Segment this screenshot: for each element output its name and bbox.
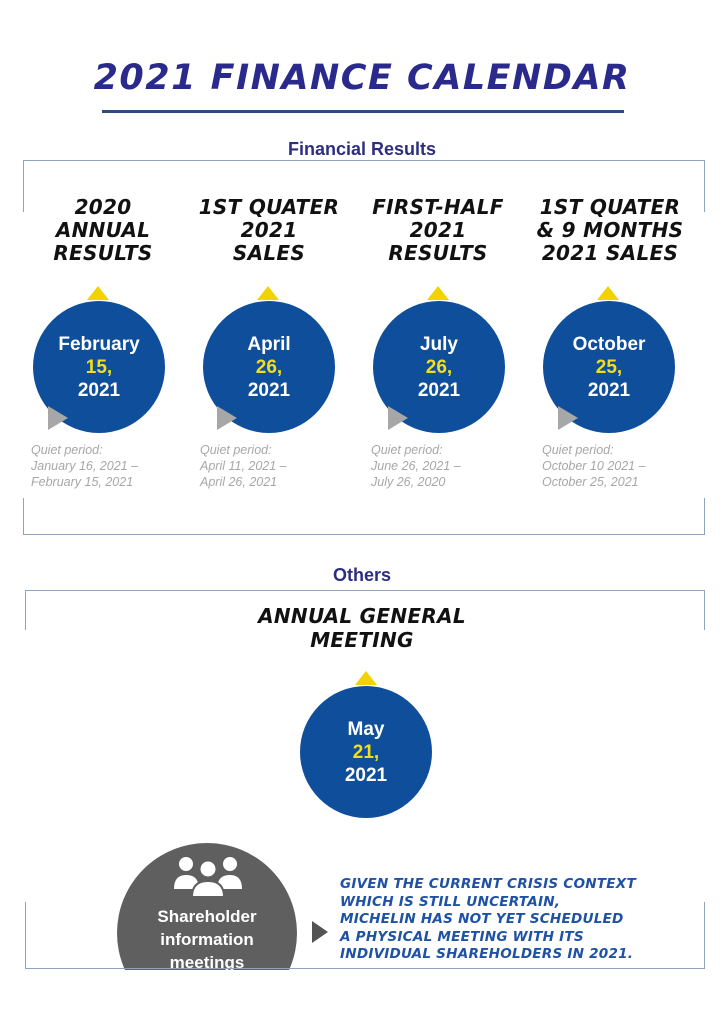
marker-triangle-icon bbox=[257, 286, 279, 300]
people-group-icon bbox=[174, 857, 242, 897]
quiet-period: Quiet period: April 11, 2021 – April 26,… bbox=[200, 443, 287, 489]
bottom-mask bbox=[0, 970, 724, 1024]
date-month: April bbox=[247, 333, 291, 355]
date-year: 2021 bbox=[587, 379, 631, 401]
date-day: 26, bbox=[425, 356, 453, 378]
pointer-triangle-icon bbox=[217, 406, 237, 430]
date-month: July bbox=[419, 333, 459, 355]
crisis-context-note: GIVEN THE CURRENT CRISIS CONTEXT WHICH I… bbox=[340, 876, 636, 962]
pointer-triangle-icon bbox=[388, 406, 408, 430]
date-year: 2021 bbox=[77, 379, 121, 401]
title-underline bbox=[102, 110, 624, 113]
agm-title: ANNUAL GENERAL MEETING bbox=[258, 604, 466, 652]
section-label-others: Others bbox=[332, 565, 392, 585]
event-title: 1ST QUATER 2021 SALES bbox=[198, 195, 340, 265]
page-title: 2021 FINANCE CALENDAR bbox=[93, 58, 631, 98]
date-day: 25, bbox=[595, 356, 623, 378]
quiet-period: Quiet period: October 10 2021 – October … bbox=[542, 443, 646, 489]
event-title: 1ST QUATER & 9 MONTHS 2021 SALES bbox=[536, 195, 684, 265]
date-day: 26, bbox=[255, 356, 283, 378]
date-circle: February 15, 2021 bbox=[33, 301, 165, 433]
date-circle: May 21, 2021 bbox=[300, 686, 432, 818]
quiet-period: Quiet period: January 16, 2021 – Februar… bbox=[31, 443, 139, 489]
pointer-triangle-icon bbox=[558, 406, 578, 430]
arrow-right-icon bbox=[312, 921, 328, 943]
section-label-financial-results: Financial Results bbox=[287, 139, 437, 159]
date-year: 2021 bbox=[417, 379, 461, 401]
date-year: 2021 bbox=[344, 764, 388, 786]
marker-triangle-icon bbox=[87, 286, 109, 300]
event-title: FIRST-HALF 2021 RESULTS bbox=[372, 195, 504, 265]
marker-triangle-icon bbox=[597, 286, 619, 300]
event-title: 2020 ANNUAL RESULTS bbox=[53, 195, 153, 265]
date-day: 15, bbox=[85, 356, 113, 378]
marker-triangle-icon bbox=[427, 286, 449, 300]
date-month: May bbox=[347, 718, 385, 740]
date-year: 2021 bbox=[247, 379, 291, 401]
shareholder-info-label: Shareholder information meetings bbox=[157, 907, 257, 972]
date-month: October bbox=[572, 333, 646, 355]
quiet-period: Quiet period: June 26, 2021 – July 26, 2… bbox=[371, 443, 461, 489]
date-day: 21, bbox=[352, 741, 380, 763]
date-month: February bbox=[58, 333, 140, 355]
marker-triangle-icon bbox=[355, 671, 377, 685]
pointer-triangle-icon bbox=[48, 406, 68, 430]
